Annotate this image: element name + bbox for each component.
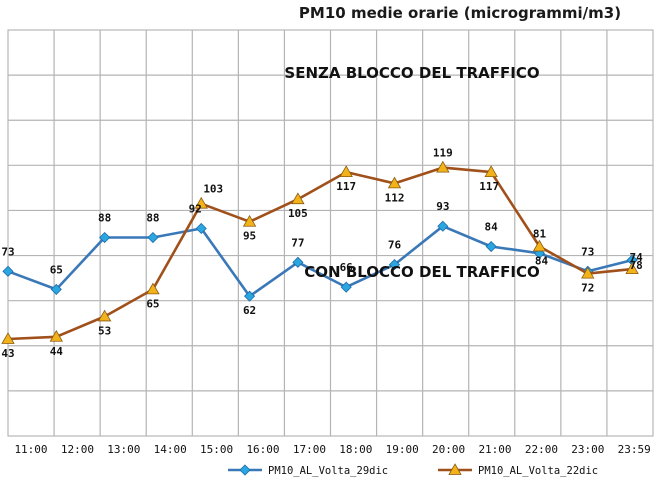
data-label: 84 <box>485 221 499 234</box>
point-22dic <box>625 262 639 274</box>
x-tick-label: 17:00 <box>293 443 326 456</box>
point-29dic <box>244 290 256 302</box>
data-label: 105 <box>288 207 308 220</box>
x-tick-labels: 11:00 12:00 13:00 14:00 15:00 16:00 17:00 18:00… <box>14 443 650 456</box>
grid <box>7 29 654 437</box>
x-tick-label: 18:00 <box>339 443 372 456</box>
data-label: 93 <box>436 200 449 213</box>
legend-label: PM10_AL_Volta_29dic <box>268 465 388 477</box>
data-label: 95 <box>243 230 256 243</box>
data-label: 103 <box>203 183 223 196</box>
data-label: 65 <box>146 297 159 310</box>
data-label: 119 <box>433 147 453 160</box>
point-29dic <box>437 220 449 232</box>
x-tick-label: 23:59 <box>618 443 651 456</box>
x-tick-label: 15:00 <box>200 443 233 456</box>
x-tick-label: 14:00 <box>154 443 187 456</box>
data-label: 76 <box>388 239 402 252</box>
point-29dic <box>2 265 14 277</box>
x-tick-label: 13:00 <box>107 443 140 456</box>
data-label: 78 <box>629 259 642 272</box>
legend-marker <box>239 464 251 476</box>
data-label: 117 <box>336 180 356 193</box>
x-tick-label: 20:00 <box>432 443 465 456</box>
legend-label: PM10_AL_Volta_22dic <box>478 465 598 477</box>
data-label: 92 <box>189 202 202 215</box>
point-22dic <box>387 176 402 189</box>
point-22dic <box>291 192 305 205</box>
data-label: 66 <box>340 261 354 274</box>
data-label: 88 <box>98 212 111 225</box>
data-label: 74 <box>629 251 643 264</box>
data-label: 43 <box>1 347 14 360</box>
x-tick-label: 23:00 <box>571 443 604 456</box>
data-label: 53 <box>98 324 111 337</box>
legend: PM10_AL_Volta_29dic PM10_AL_Volta_22dic <box>228 463 598 477</box>
x-tick-label: 22:00 <box>525 443 558 456</box>
point-29dic <box>485 240 497 253</box>
chart-title: PM10 medie orarie (microgrammi/m3) <box>299 4 621 22</box>
series-line-29dic <box>7 224 633 298</box>
point-29dic <box>147 231 159 244</box>
x-tick-label: 12:00 <box>61 443 94 456</box>
x-tick-label: 19:00 <box>386 443 419 456</box>
point-29dic <box>195 222 207 235</box>
point-29dic <box>292 256 304 268</box>
point-22dic <box>194 196 208 209</box>
series-line-22dic <box>7 166 633 341</box>
data-label: 62 <box>243 304 256 317</box>
data-label: 112 <box>385 191 405 204</box>
data-label: 84 <box>535 255 549 268</box>
data-label: 73 <box>1 245 14 258</box>
point-22dic <box>436 160 450 173</box>
data-labels: 73 65 88 88 92 62 77 66 76 93 84 81 73 78 43 44 53 65 103 9… <box>1 147 643 360</box>
point-22dic <box>242 214 257 227</box>
point-22dic <box>532 239 547 252</box>
point-22dic <box>49 329 64 342</box>
legend-marker <box>448 463 462 475</box>
point-29dic <box>50 283 62 295</box>
annotation-senza-blocco: SENZA BLOCCO DEL TRAFFICO <box>284 64 539 82</box>
data-label: 88 <box>146 212 159 225</box>
data-label: 44 <box>50 345 64 358</box>
data-label: 73 <box>581 245 594 258</box>
point-22dic <box>146 282 160 295</box>
point-22dic <box>97 309 112 322</box>
data-label: 81 <box>533 227 547 240</box>
x-tick-label: 21:00 <box>478 443 511 456</box>
point-29dic <box>340 281 352 293</box>
data-label: 77 <box>291 236 304 249</box>
point-22dic <box>581 266 595 279</box>
data-label: 65 <box>50 263 63 276</box>
data-label: 117 <box>479 180 499 193</box>
point-29dic <box>388 259 401 271</box>
series-layer <box>1 160 639 344</box>
point-22dic <box>484 165 498 178</box>
annotation-con-blocco: CON BLOCCO DEL TRAFFICO <box>304 263 539 281</box>
x-tick-label: 11:00 <box>14 443 47 456</box>
data-label: 72 <box>581 282 594 295</box>
x-tick-label: 16:00 <box>246 443 279 456</box>
point-22dic <box>1 332 15 344</box>
point-22dic <box>339 165 353 178</box>
point-29dic <box>99 231 111 244</box>
